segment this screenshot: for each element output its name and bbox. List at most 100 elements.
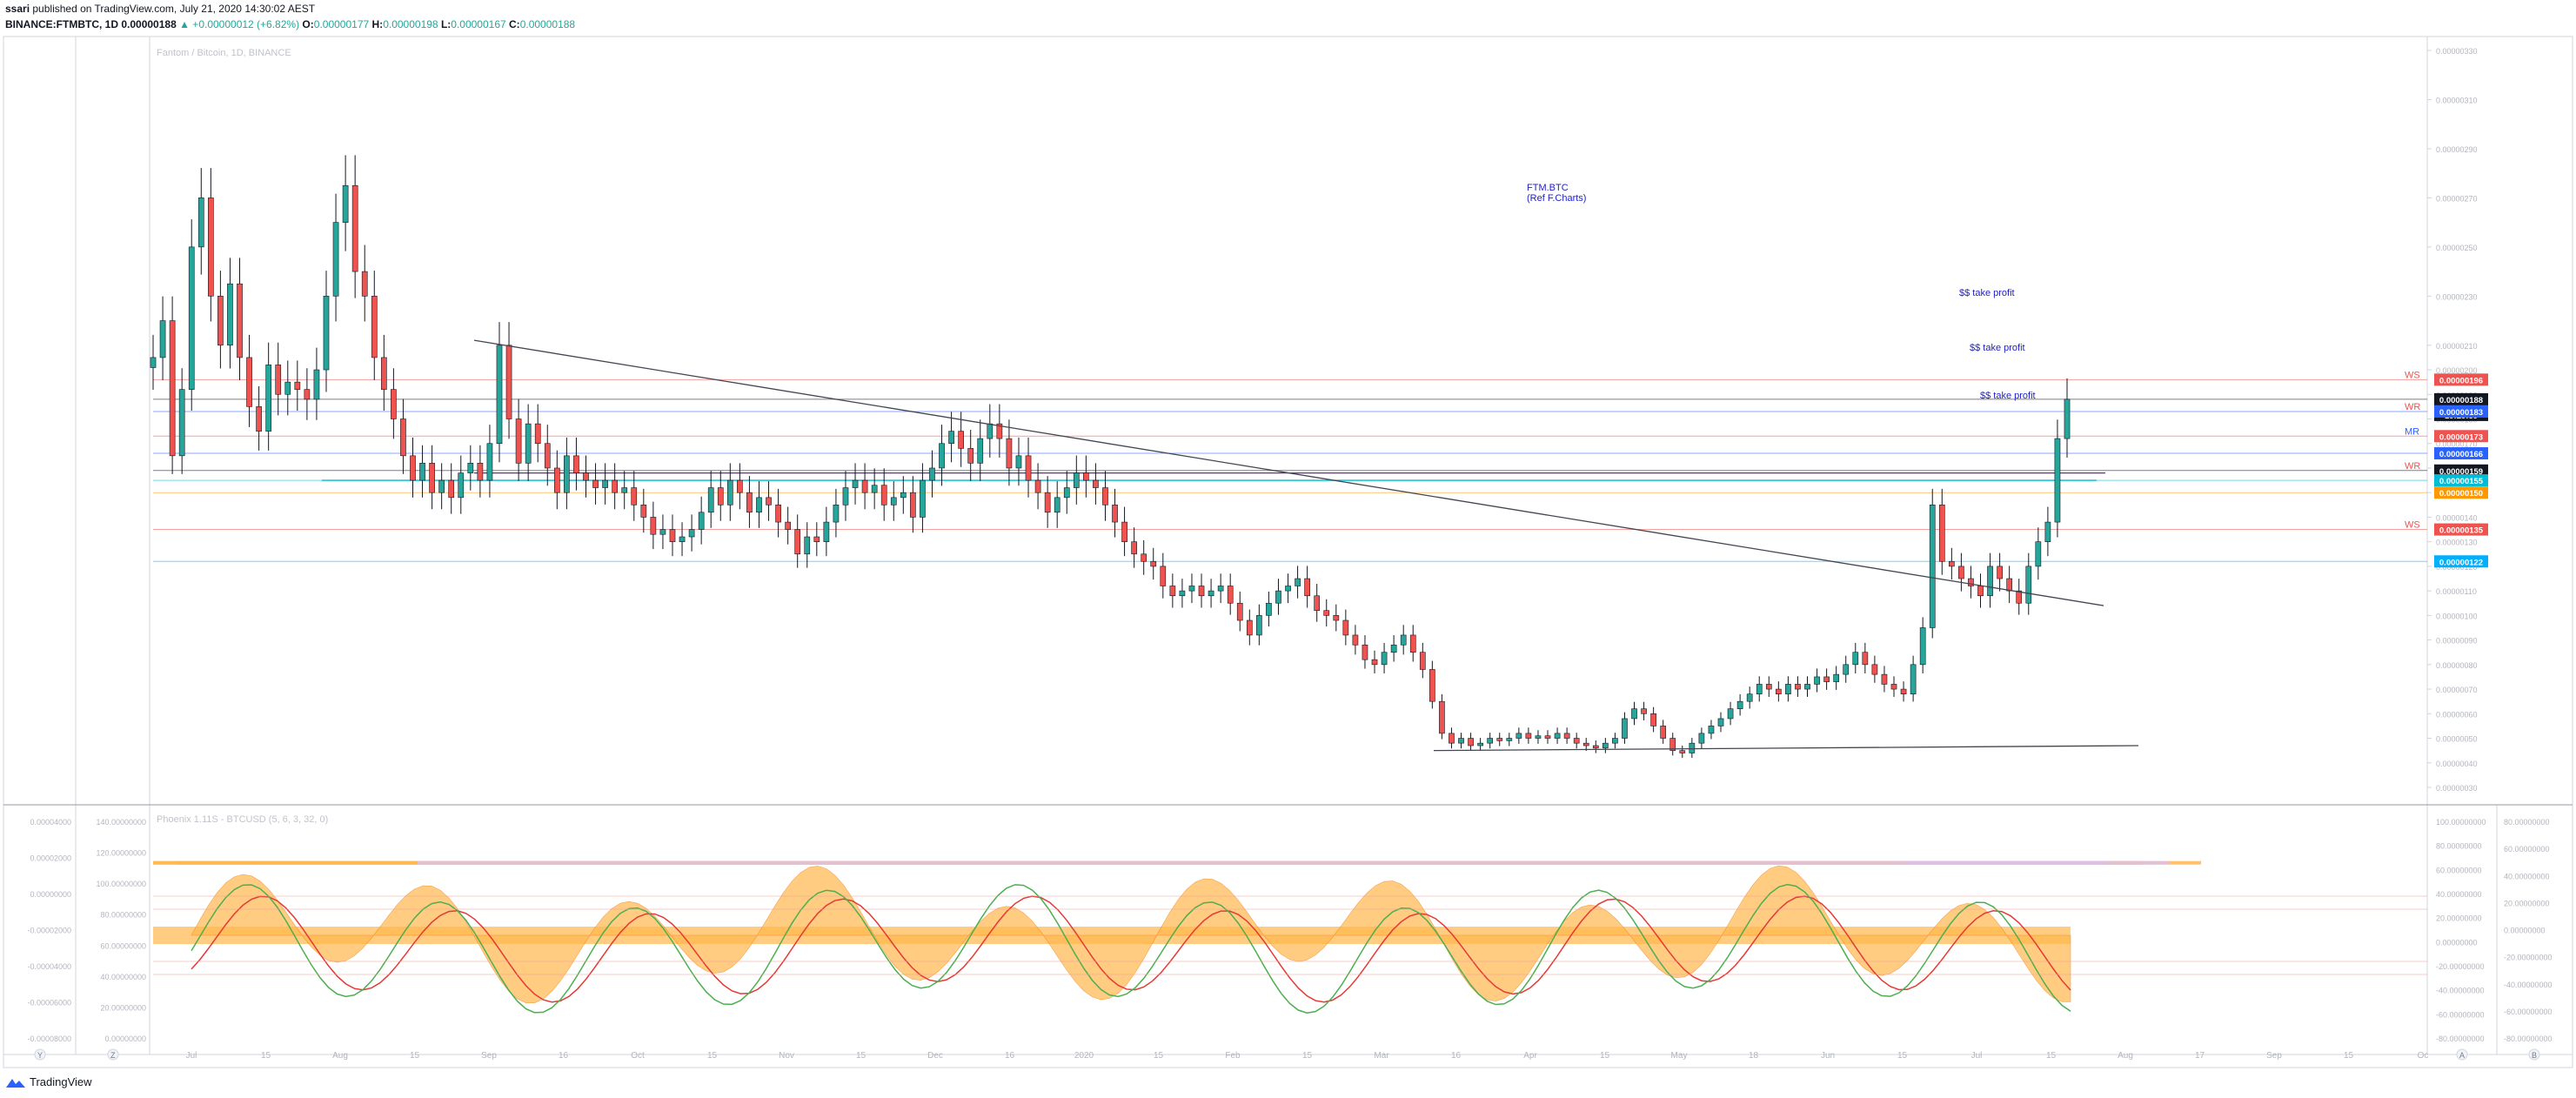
candle-body	[564, 455, 570, 493]
candle-body	[871, 485, 878, 493]
candle-body	[977, 438, 984, 464]
candle-body	[419, 463, 425, 481]
candle-body	[438, 479, 445, 493]
candle-body	[726, 479, 733, 505]
candle-body	[1708, 726, 1715, 734]
price-label-box	[2434, 373, 2488, 386]
take-profit-label[interactable]: $$ take profit	[1980, 391, 2036, 401]
candle-body	[1554, 733, 1561, 739]
candle-body	[380, 357, 387, 390]
candle-body	[1948, 560, 1955, 567]
price-label-box	[2434, 486, 2488, 499]
candle-body	[553, 467, 560, 493]
candle-body	[256, 406, 262, 432]
candle-body	[1275, 590, 1281, 604]
level-side-label: WS	[2405, 520, 2420, 531]
time-axis-label: 15	[707, 1051, 718, 1061]
candle-body	[640, 505, 647, 518]
bottom-button[interactable]: A	[2459, 1051, 2465, 1060]
candle-body	[323, 296, 330, 371]
candle-body	[1227, 586, 1234, 604]
candle-body	[1112, 505, 1118, 523]
candle-body	[967, 448, 974, 464]
close-value: 0.00000188	[519, 18, 576, 30]
candle-body	[1679, 750, 1686, 753]
candle-body	[2044, 521, 2051, 542]
candle-body	[1217, 586, 1224, 592]
candle-body	[391, 389, 397, 419]
candle-body	[1910, 664, 1917, 695]
candle-body	[1381, 652, 1388, 666]
candle-body	[1295, 578, 1301, 586]
level-side-label: WR	[2405, 402, 2420, 412]
price-label-box	[2434, 405, 2488, 418]
tradingview-logo[interactable]: TradingView	[5, 1075, 92, 1088]
candle-body	[1468, 738, 1474, 747]
candle-body	[717, 487, 724, 505]
candle-body	[842, 487, 849, 505]
price-change: ▲ +0.00000012 (+6.82%)	[179, 18, 300, 30]
price-axis-label: 0.00000200	[2436, 366, 2478, 375]
candle-body	[1756, 684, 1763, 695]
take-profit-label[interactable]: $$ take profit	[1959, 288, 2015, 298]
annotation-line-2[interactable]: (Ref F.Charts)	[1527, 193, 1586, 204]
author-name[interactable]: ssari	[5, 3, 30, 15]
time-axis-label: Dec	[927, 1051, 943, 1061]
time-axis[interactable]: Jul 15 Aug 15 Sep 16 Oct 15 Nov 15 Dec 16 2020 15 Feb 1…	[186, 1051, 2429, 1061]
annotation-line-1[interactable]: FTM.BTC	[1527, 183, 1569, 193]
bottom-button[interactable]: Y	[37, 1051, 43, 1060]
oscillator-signal-line	[191, 895, 2071, 1003]
price-label-box	[2434, 392, 2488, 405]
candle-body	[804, 536, 811, 555]
candle-body	[852, 479, 859, 488]
candle-body	[650, 517, 657, 535]
candle-body	[1736, 700, 1743, 709]
candle-body	[1150, 560, 1157, 567]
take-profit-label[interactable]: $$ take profit	[1970, 343, 2025, 353]
bottom-button[interactable]: B	[2532, 1051, 2537, 1060]
price-label-text: 0.00000135	[2439, 526, 2484, 536]
candle-body	[1458, 738, 1464, 744]
osc-right-axis-label: 20.00000000	[2436, 914, 2482, 923]
price-axis-label: 0.00000330	[2436, 47, 2478, 56]
time-axis-label: 15	[261, 1051, 271, 1061]
low-value: 0.00000167	[451, 18, 506, 30]
symbol-info: BINANCE:FTMBTC, 1D 0.00000188 ▲ +0.00000…	[5, 18, 575, 30]
time-axis-label: Nov	[779, 1051, 794, 1061]
candle-body	[486, 443, 493, 481]
candle-body	[1544, 735, 1551, 739]
candle-body	[1727, 708, 1734, 720]
candle-body	[1900, 688, 1907, 695]
level-side-label: WR	[2405, 461, 2420, 472]
candle-body	[861, 479, 868, 493]
candle-body	[602, 479, 608, 488]
time-axis-label: Mar	[1374, 1051, 1389, 1061]
candle-body	[1717, 718, 1724, 726]
bottom-button[interactable]: Z	[110, 1051, 116, 1060]
candle-body	[1746, 693, 1753, 702]
candle-body	[659, 529, 666, 535]
time-axis-label: May	[1671, 1051, 1688, 1061]
time-axis-label: 15	[2046, 1051, 2057, 1061]
candle-body	[1006, 438, 1013, 469]
price-label-text: 0.00000155	[2439, 477, 2484, 486]
candle-body	[1833, 673, 1840, 682]
open-value: 0.00000177	[313, 18, 370, 30]
candle-body	[1429, 669, 1435, 702]
candle-body	[1236, 602, 1243, 621]
candle-body	[2016, 590, 2023, 604]
time-axis-label: Aug	[332, 1051, 348, 1061]
candle-body	[669, 529, 676, 542]
symbol-line: BINANCE:FTMBTC, 1D	[5, 18, 118, 30]
candle-body	[1083, 472, 1089, 481]
candle-body	[939, 443, 945, 469]
osc-right-axis-label: 40.00000000	[2436, 890, 2482, 899]
candle-body	[573, 455, 579, 473]
osc-left-axis-label: -0.00002000	[27, 927, 71, 935]
osc-mid-axis-label: 60.00000000	[100, 941, 146, 950]
osc-right-axis-label: -40.00000000	[2436, 987, 2485, 995]
osc-far-right-axis-label: -20.00000000	[2504, 954, 2553, 962]
price-axis-label: 0.00000230	[2436, 292, 2478, 301]
candle-body	[2035, 541, 2042, 567]
